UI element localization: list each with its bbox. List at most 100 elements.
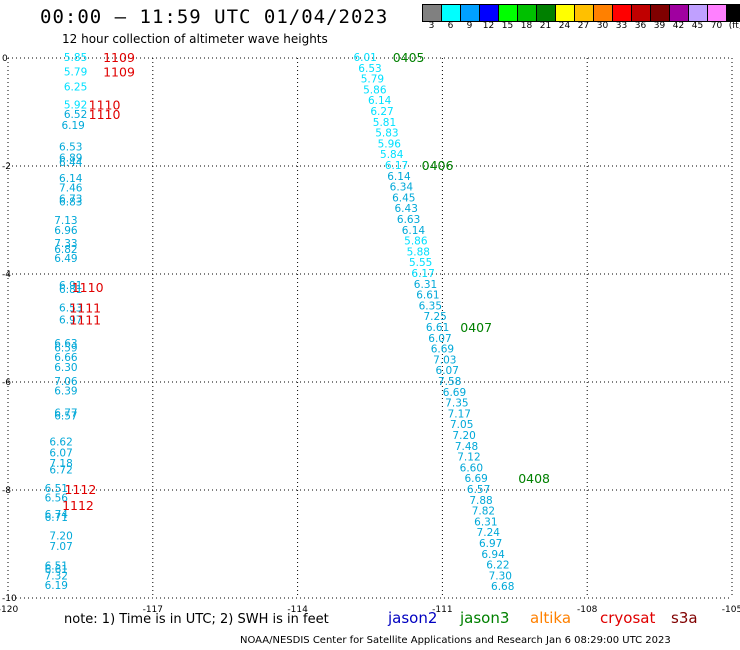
legend-swatch <box>461 5 480 21</box>
satellite-label-jason2: jason2 <box>388 609 438 627</box>
swh-point-label: 7.25 <box>423 311 446 323</box>
x-tick-label: -114 <box>287 605 308 615</box>
swh-point-label: 6.71 <box>45 512 68 524</box>
x-tick-label: -111 <box>432 605 452 615</box>
swh-point-label: 6.07 <box>428 333 451 345</box>
swh-point-label: 5.85 <box>64 52 87 64</box>
swh-point-label: 6.14 <box>368 95 392 107</box>
swh-point-label: 5.88 <box>407 246 430 258</box>
swh-point-label: 6.74 <box>45 509 69 521</box>
legend-swatch <box>480 5 499 21</box>
swh-point-label: 6.53 <box>358 63 381 75</box>
x-tick-label: -120 <box>0 605 18 615</box>
legend-label: 70 <box>710 21 723 31</box>
swh-point-label: 6.68 <box>491 581 514 593</box>
swh-point-label: 5.83 <box>375 128 398 140</box>
swh-point-label: 7.03 <box>433 354 456 366</box>
legend-swatch <box>442 5 461 21</box>
swh-point-label: 6.69 <box>464 473 487 485</box>
y-tick-label: -8 <box>2 486 11 496</box>
swh-point-label: 6.63 <box>54 338 77 350</box>
swh-point-label: 6.53 <box>59 303 82 315</box>
color-legend-bar <box>422 4 740 22</box>
swh-point-label: 7.82 <box>472 506 495 518</box>
swh-point-label: 6.56 <box>45 493 69 505</box>
time-label: 1112 <box>64 482 96 497</box>
legend-swatch <box>708 5 727 21</box>
swh-point-label: 6.59 <box>54 343 77 355</box>
swh-point-label: 6.73 <box>59 193 82 205</box>
swh-point-label: 6.17 <box>411 268 434 280</box>
swh-point-label: 6.14 <box>387 171 411 183</box>
swh-point-label: 7.48 <box>455 441 478 453</box>
footer-credit: NOAA/NESDIS Center for Satellite Applica… <box>240 635 671 646</box>
swh-point-label: 7.24 <box>477 527 501 539</box>
swh-point-label: 6.63 <box>397 214 420 226</box>
swh-point-label: 6.61 <box>416 290 439 302</box>
swh-point-label: 6.30 <box>54 362 77 374</box>
swh-point-label: 6.81 <box>59 284 82 296</box>
legend-swatch <box>423 5 442 21</box>
time-label: 1110 <box>89 98 121 113</box>
legend-swatch <box>632 5 651 21</box>
swh-point-label: 7.33 <box>54 238 77 250</box>
swh-point-label: 5.86 <box>404 236 428 248</box>
swh-point-label: 6.35 <box>419 300 442 312</box>
swh-point-label: 7.58 <box>438 376 461 388</box>
legend-label: 3 <box>428 21 435 31</box>
time-label: 0405 <box>393 50 425 65</box>
legend-swatch <box>651 5 670 21</box>
swh-point-label: 7.06 <box>54 376 78 388</box>
swh-point-label: 6.61 <box>426 322 449 334</box>
legend-label: 24 <box>558 21 571 31</box>
swh-point-label: 6.61 <box>45 564 68 576</box>
legend-swatch <box>594 5 613 21</box>
swh-point-label: 5.81 <box>373 117 396 129</box>
time-label: 1112 <box>62 498 94 513</box>
legend-label: (ft) <box>728 21 740 31</box>
swh-point-label: 5.96 <box>378 138 402 150</box>
swh-point-label: 6.14 <box>402 225 426 237</box>
swh-point-label: 6.91 <box>59 280 82 292</box>
y-tick-label: 0 <box>2 54 8 64</box>
swh-point-label: 6.14 <box>59 173 83 185</box>
legend-label: 33 <box>615 21 628 31</box>
y-tick-label: -4 <box>2 270 11 280</box>
time-label: 1109 <box>103 50 135 65</box>
swh-point-label: 5.86 <box>363 84 387 96</box>
swh-point-label: 6.39 <box>54 386 77 398</box>
swh-point-label: 6.69 <box>443 387 466 399</box>
swh-point-label: 6.51 <box>45 561 68 573</box>
swh-point-label: 6.96 <box>54 225 78 237</box>
legend-swatch <box>518 5 537 21</box>
swh-point-label: 5.79 <box>64 67 87 79</box>
swh-point-label: 6.45 <box>392 192 415 204</box>
legend-swatch <box>727 5 740 21</box>
legend-swatch <box>689 5 708 21</box>
swh-point-label: 5.92 <box>64 100 87 112</box>
swh-point-label: 5.84 <box>380 149 404 161</box>
satellite-label-jason3: jason3 <box>460 609 510 627</box>
swh-point-label: 7.07 <box>49 541 72 553</box>
swh-point-label: 6.31 <box>414 279 437 291</box>
y-tick-label: -10 <box>2 594 17 604</box>
y-tick-label: -6 <box>2 378 11 388</box>
swh-point-label: 6.51 <box>45 483 68 495</box>
swh-point-label: 6.19 <box>61 120 84 132</box>
swh-point-label: 6.43 <box>395 203 418 215</box>
swh-point-label: 7.18 <box>49 458 72 470</box>
swh-point-label: 6.53 <box>59 142 82 154</box>
time-label: 1109 <box>103 65 135 80</box>
time-label: 0407 <box>460 320 492 335</box>
swh-point-label: 6.19 <box>45 580 68 592</box>
swh-point-label: 6.25 <box>64 82 87 94</box>
legend-label: 42 <box>672 21 685 31</box>
chart-subtitle: 12 hour collection of altimeter wave hei… <box>62 32 328 46</box>
satellite-label-altika: altika <box>530 609 572 627</box>
legend-label: 12 <box>482 21 495 31</box>
swh-point-label: 6.97 <box>59 314 82 326</box>
swh-point-label: 6.22 <box>486 560 509 572</box>
legend-label: 15 <box>501 21 514 31</box>
